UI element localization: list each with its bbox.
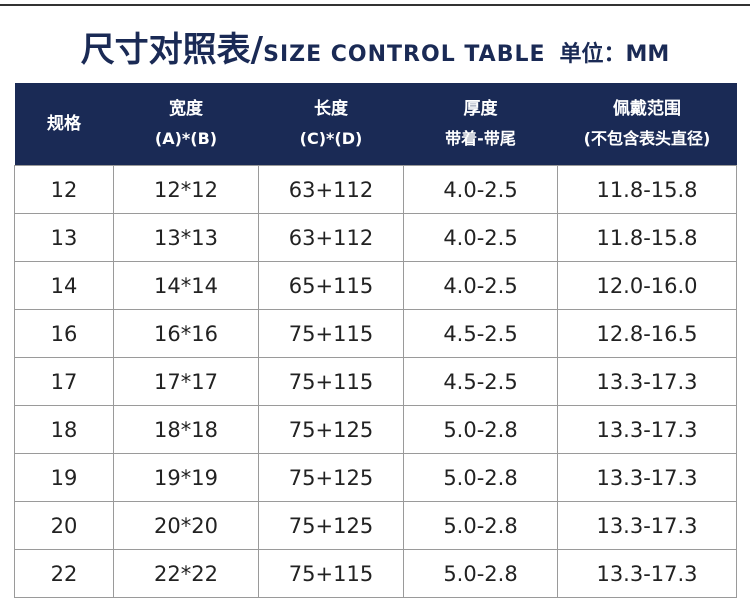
table-cell: 12*12 bbox=[113, 165, 259, 214]
header-text: 厚度 bbox=[463, 99, 498, 119]
table-cell: 5.0-2.8 bbox=[403, 549, 558, 598]
header-text: 带着-带尾 bbox=[445, 129, 516, 148]
table-cell: 13*13 bbox=[113, 213, 259, 262]
table-row: 20 20*20 75+125 5.0-2.8 13.3-17.3 bbox=[14, 501, 737, 550]
size-table: 规格 宽度 (A)*(B) 长度 (C)*(D) 厚度带着-带尾 佩戴范围 (不包含表头直径)… bbox=[14, 83, 737, 598]
table-cell: 13 bbox=[14, 213, 114, 262]
header-text: 佩戴范围 bbox=[613, 99, 681, 119]
header-text: (不包含表头直径) bbox=[583, 129, 711, 148]
table-cell: 20*20 bbox=[113, 501, 259, 550]
table-cell: 13.3-17.3 bbox=[557, 549, 737, 598]
table-cell: 11.8-15.8 bbox=[557, 165, 737, 214]
title-bar: 尺寸对照表/SIZE CONTROL TABLE 单位：MM bbox=[0, 22, 750, 71]
table-cell: 11.8-15.8 bbox=[557, 213, 737, 262]
top-rule bbox=[0, 4, 750, 6]
table-cell: 5.0-2.8 bbox=[403, 405, 558, 454]
table-cell: 13.3-17.3 bbox=[557, 357, 737, 406]
table-row: 18 18*18 75+125 5.0-2.8 13.3-17.3 bbox=[14, 405, 737, 454]
header-text: (A)*(B) bbox=[154, 129, 218, 148]
table-cell: 4.0-2.5 bbox=[403, 165, 558, 214]
unit: 单位：MM bbox=[559, 42, 670, 67]
table-cell: 12 bbox=[14, 165, 114, 214]
table-cell: 14 bbox=[14, 261, 114, 310]
table-cell: 63+112 bbox=[258, 165, 404, 214]
table-row: 19 19*19 75+125 5.0-2.8 13.3-17.3 bbox=[14, 453, 737, 502]
table-cell: 22*22 bbox=[113, 549, 259, 598]
header-cell: 宽度 (A)*(B) bbox=[113, 83, 259, 166]
table-cell: 4.0-2.5 bbox=[403, 261, 558, 310]
table-cell: 16*16 bbox=[113, 309, 259, 358]
header-row: 规格 宽度 (A)*(B) 长度 (C)*(D) 厚度带着-带尾 佩戴范围 (不包含表头直径) bbox=[14, 83, 737, 166]
subtitle: SIZE CONTROL TABLE bbox=[263, 42, 546, 67]
table-cell: 75+125 bbox=[258, 405, 404, 454]
table-cell: 5.0-2.8 bbox=[403, 453, 558, 502]
table-cell: 18*18 bbox=[113, 405, 259, 454]
table-cell: 17 bbox=[14, 357, 114, 406]
header-text: 规格 bbox=[47, 114, 81, 134]
table-cell: 13.3-17.3 bbox=[557, 501, 737, 550]
table-cell: 18 bbox=[14, 405, 114, 454]
table-row: 14 14*14 65+115 4.0-2.5 12.0-16.0 bbox=[14, 261, 737, 310]
table-body: 12 12*12 63+112 4.0-2.5 11.8-15.8 13 13*13 63+1… bbox=[14, 165, 737, 598]
header-cell: 厚度带着-带尾 bbox=[403, 83, 558, 166]
table-cell: 75+125 bbox=[258, 501, 404, 550]
table-cell: 75+115 bbox=[258, 549, 404, 598]
table-cell: 12.0-16.0 bbox=[557, 261, 737, 310]
table-cell: 19 bbox=[14, 453, 114, 502]
table-row: 12 12*12 63+112 4.0-2.5 11.8-15.8 bbox=[14, 165, 737, 214]
table-cell: 63+112 bbox=[258, 213, 404, 262]
table-row: 16 16*16 75+115 4.5-2.5 12.8-16.5 bbox=[14, 309, 737, 358]
table-cell: 4.5-2.5 bbox=[403, 309, 558, 358]
table-row: 22 22*22 75+115 5.0-2.8 13.3-17.3 bbox=[14, 549, 737, 598]
header-cell: 规格 bbox=[14, 83, 114, 166]
table-cell: 16 bbox=[14, 309, 114, 358]
table-cell: 19*19 bbox=[113, 453, 259, 502]
table-cell: 75+115 bbox=[258, 357, 404, 406]
header-text: 宽度 bbox=[169, 99, 203, 119]
table-cell: 4.5-2.5 bbox=[403, 357, 558, 406]
header-cell: 佩戴范围 (不包含表头直径) bbox=[557, 83, 737, 166]
table-cell: 5.0-2.8 bbox=[403, 501, 558, 550]
table-cell: 13.3-17.3 bbox=[557, 453, 737, 502]
table-cell: 4.0-2.5 bbox=[403, 213, 558, 262]
header-text: (C)*(D) bbox=[299, 129, 363, 148]
table-cell: 13.3-17.3 bbox=[557, 405, 737, 454]
table-cell: 65+115 bbox=[258, 261, 404, 310]
table-cell: 12.8-16.5 bbox=[557, 309, 737, 358]
table-row: 17 17*17 75+115 4.5-2.5 13.3-17.3 bbox=[14, 357, 737, 406]
header-cell: 长度 (C)*(D) bbox=[258, 83, 404, 166]
table-cell: 17*17 bbox=[113, 357, 259, 406]
title: 尺寸对照表/ bbox=[80, 30, 264, 70]
table-cell: 75+125 bbox=[258, 453, 404, 502]
table-cell: 14*14 bbox=[113, 261, 259, 310]
header-text: 长度 bbox=[314, 99, 348, 119]
table-row: 13 13*13 63+112 4.0-2.5 11.8-15.8 bbox=[14, 213, 737, 262]
table-cell: 22 bbox=[14, 549, 114, 598]
table-cell: 75+115 bbox=[258, 309, 404, 358]
table-cell: 20 bbox=[14, 501, 114, 550]
